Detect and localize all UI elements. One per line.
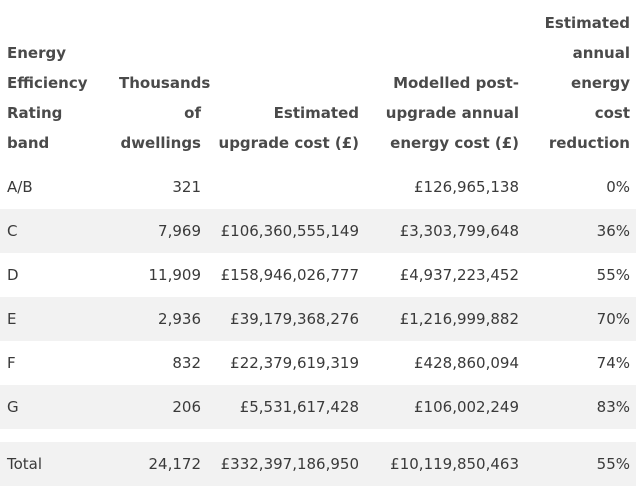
- total-post-upgrade-cost: £10,119,850,463: [365, 442, 525, 486]
- header-cost-reduction: Estimated annual energy cost reduction: [544, 14, 630, 152]
- header-upgrade-cost: Estimated upgrade cost (£): [218, 104, 359, 152]
- cell-post-upgrade-cost: £4,937,223,452: [365, 253, 525, 297]
- cell-dwellings: 7,969: [113, 209, 207, 253]
- total-upgrade-cost: £332,397,186,950: [207, 442, 365, 486]
- cell-band: G: [0, 385, 113, 429]
- cell-upgrade-cost: £39,179,368,276: [207, 297, 365, 341]
- table-row: C 7,969 £106,360,555,149 £3,303,799,648 …: [0, 209, 636, 253]
- cell-post-upgrade-cost: £428,860,094: [365, 341, 525, 385]
- cell-dwellings: 321: [113, 165, 207, 209]
- table-spacer: [0, 429, 636, 442]
- table-row: F 832 £22,379,619,319 £428,860,094 74%: [0, 341, 636, 385]
- cell-band: E: [0, 297, 113, 341]
- total-dwellings: 24,172: [113, 442, 207, 486]
- spacer-cell: [0, 429, 636, 442]
- header-thousands-dwellings: Thousands of dwellings: [119, 74, 211, 152]
- table-row: D 11,909 £158,946,026,777 £4,937,223,452…: [0, 253, 636, 297]
- cell-band: A/B: [0, 165, 113, 209]
- cell-cost-reduction: 70%: [525, 297, 636, 341]
- table-row: A/B 321 £126,965,138 0%: [0, 165, 636, 209]
- total-row: Total 24,172 £332,397,186,950 £10,119,85…: [0, 442, 636, 486]
- cell-cost-reduction: 83%: [525, 385, 636, 429]
- header-post-upgrade-cost: Modelled post-upgrade annual energy cost…: [385, 74, 519, 152]
- cell-post-upgrade-cost: £126,965,138: [365, 165, 525, 209]
- total-cost-reduction: 55%: [525, 442, 636, 486]
- cell-band: D: [0, 253, 113, 297]
- cell-upgrade-cost: £106,360,555,149: [207, 209, 365, 253]
- cell-cost-reduction: 36%: [525, 209, 636, 253]
- cell-dwellings: 2,936: [113, 297, 207, 341]
- cell-band: F: [0, 341, 113, 385]
- cell-cost-reduction: 55%: [525, 253, 636, 297]
- table-row: G 206 £5,531,617,428 £106,002,249 83%: [0, 385, 636, 429]
- cell-upgrade-cost: [207, 165, 365, 209]
- table-row: E 2,936 £39,179,368,276 £1,216,999,882 7…: [0, 297, 636, 341]
- cell-post-upgrade-cost: £1,216,999,882: [365, 297, 525, 341]
- cell-dwellings: 11,909: [113, 253, 207, 297]
- cell-dwellings: 832: [113, 341, 207, 385]
- cell-dwellings: 206: [113, 385, 207, 429]
- cell-post-upgrade-cost: £106,002,249: [365, 385, 525, 429]
- cell-upgrade-cost: £158,946,026,777: [207, 253, 365, 297]
- cell-post-upgrade-cost: £3,303,799,648: [365, 209, 525, 253]
- header-row: Energy Efficiency Rating band Thousands …: [0, 0, 636, 165]
- total-label: Total: [0, 442, 113, 486]
- cell-upgrade-cost: £5,531,617,428: [207, 385, 365, 429]
- cell-upgrade-cost: £22,379,619,319: [207, 341, 365, 385]
- cell-band: C: [0, 209, 113, 253]
- cell-cost-reduction: 0%: [525, 165, 636, 209]
- header-rating-band: Energy Efficiency Rating band: [7, 44, 88, 152]
- cell-cost-reduction: 74%: [525, 341, 636, 385]
